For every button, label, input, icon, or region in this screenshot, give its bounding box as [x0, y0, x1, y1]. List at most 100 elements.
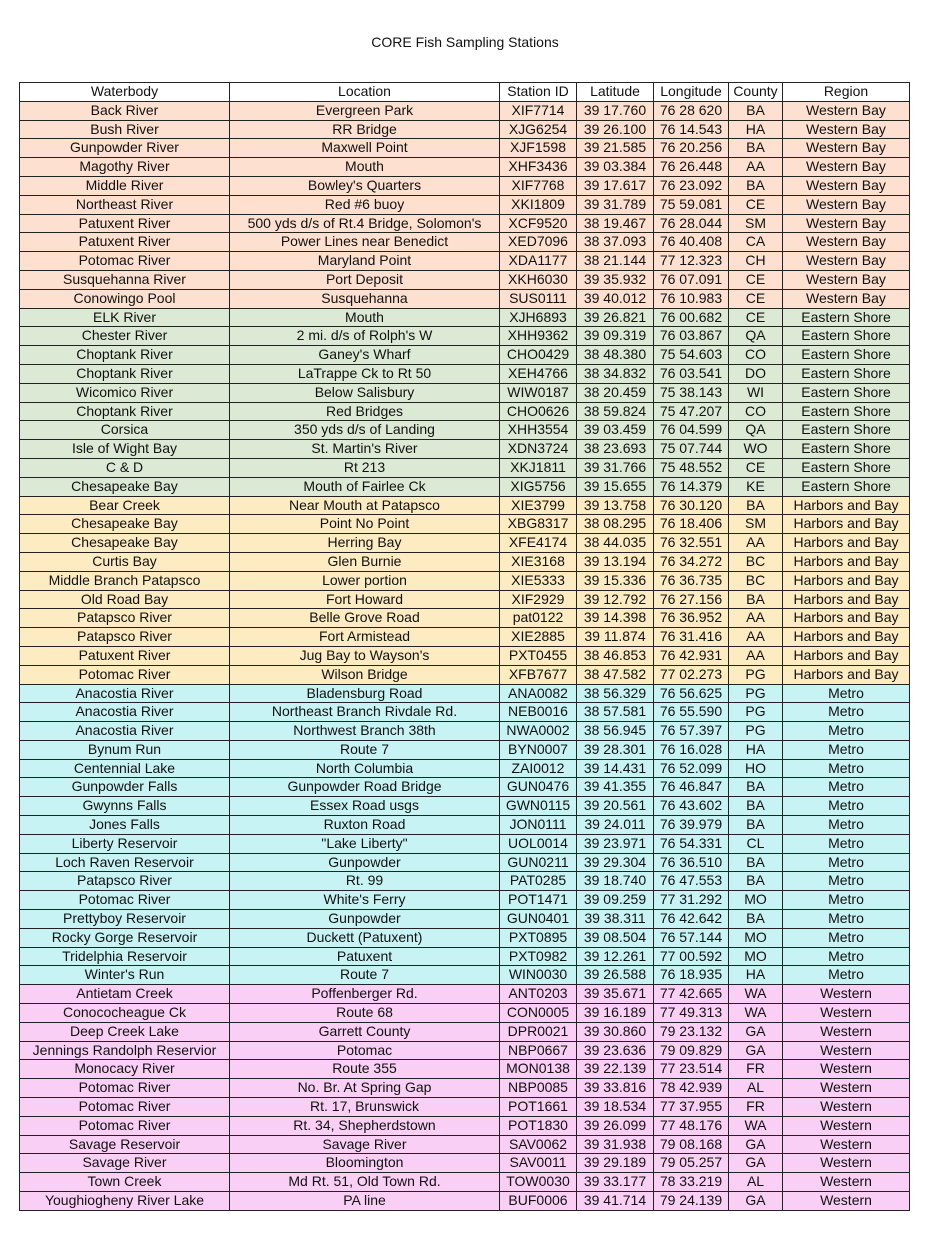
- location-cell: Gunpowder: [229, 852, 500, 873]
- location-cell: 2 mi. d/s of Rolph's W: [229, 326, 500, 347]
- table-row: Middle River Bowley's Quarters XIF7768 39 1…: [19, 175, 910, 196]
- station-id-cell: NBP0667: [499, 1040, 577, 1061]
- location-cell: Bladensburg Road: [229, 683, 500, 704]
- location-cell: Wilson Bridge: [229, 664, 500, 685]
- region-cell: Harbors and Bay: [782, 551, 910, 572]
- location-cell: North Columbia: [229, 758, 500, 779]
- longitude-cell: 79 08.168: [653, 1134, 729, 1155]
- station-id-cell: WIW0187: [499, 382, 577, 403]
- station-id-cell: DPR0021: [499, 1021, 577, 1042]
- longitude-cell: 76 03.867: [653, 326, 729, 347]
- waterbody-cell: Deep Creek Lake: [19, 1021, 230, 1042]
- location-cell: Mouth: [229, 307, 500, 328]
- county-cell: FR: [728, 1059, 783, 1080]
- table-row: Liberty Reservoir "Lake Liberty" UOL0014 39…: [19, 833, 910, 854]
- station-id-cell: PXT0455: [499, 645, 577, 666]
- latitude-cell: 39 14.398: [576, 608, 654, 629]
- station-id-cell: XHF3436: [499, 157, 577, 177]
- longitude-cell: 76 04.599: [653, 420, 729, 441]
- station-id-cell: SAV0011: [499, 1153, 577, 1174]
- table-row: Patapsco River Belle Grove Road pat0122 39 …: [19, 608, 910, 629]
- latitude-cell: 39 33.816: [576, 1078, 654, 1099]
- station-id-cell: XKJ1811: [499, 457, 577, 478]
- location-cell: White's Ferry: [229, 890, 500, 911]
- table-row: Bear Creek Near Mouth at Patapsco XIE3799 3…: [19, 495, 910, 516]
- table-row: Bynum Run Route 7 BYN0007 39 28.301 76 16.02…: [19, 739, 910, 760]
- table-row: Curtis Bay Glen Burnie XIE3168 39 13.194 76 …: [19, 551, 910, 572]
- waterbody-cell: Liberty Reservoir: [19, 833, 230, 854]
- table-row: Anacostia River Bladensburg Road ANA0082 38…: [19, 683, 910, 704]
- latitude-cell: 38 21.144: [576, 251, 654, 271]
- latitude-cell: 38 44.035: [576, 533, 654, 553]
- station-id-cell: BYN0007: [499, 739, 577, 760]
- county-cell: CE: [728, 194, 783, 215]
- station-id-cell: XBG8317: [499, 514, 577, 535]
- stations-table: Waterbody Location Station ID Latitude L…: [19, 82, 910, 1211]
- longitude-cell: 76 46.847: [653, 777, 729, 798]
- longitude-cell: 77 00.592: [653, 946, 729, 967]
- location-cell: Jug Bay to Wayson's: [229, 645, 500, 666]
- region-cell: Metro: [782, 852, 910, 873]
- table-row: Anacostia River Northwest Branch 38th NWA0…: [19, 721, 910, 741]
- station-id-cell: GUN0476: [499, 777, 577, 798]
- station-id-cell: XIE5333: [499, 570, 577, 591]
- table-row: Bush River RR Bridge XJG6254 39 26.100 76 14…: [19, 119, 910, 140]
- waterbody-cell: Jennings Randolph Reservior: [19, 1040, 230, 1061]
- region-cell: Metro: [782, 927, 910, 948]
- station-id-cell: POT1830: [499, 1115, 577, 1136]
- waterbody-cell: Bear Creek: [19, 495, 230, 516]
- county-cell: BA: [728, 777, 783, 798]
- longitude-cell: 77 37.955: [653, 1097, 729, 1117]
- station-id-cell: XKI1809: [499, 194, 577, 215]
- waterbody-cell: Anacostia River: [19, 683, 230, 704]
- county-cell: AA: [728, 627, 783, 647]
- latitude-cell: 38 48.380: [576, 345, 654, 365]
- region-cell: Western: [782, 1134, 910, 1155]
- county-cell: BA: [728, 815, 783, 835]
- latitude-cell: 39 29.189: [576, 1153, 654, 1174]
- station-id-cell: XJH6893: [499, 307, 577, 328]
- county-cell: HA: [728, 739, 783, 760]
- longitude-cell: 76 14.379: [653, 476, 729, 497]
- waterbody-cell: Savage Reservoir: [19, 1134, 230, 1155]
- longitude-cell: 76 03.541: [653, 363, 729, 384]
- region-cell: Western Bay: [782, 175, 910, 196]
- county-cell: BA: [728, 138, 783, 159]
- location-cell: Mouth: [229, 157, 500, 177]
- column-header-region: Region: [782, 82, 910, 102]
- waterbody-cell: Patuxent River: [19, 645, 230, 666]
- region-cell: Western Bay: [782, 119, 910, 140]
- region-cell: Western: [782, 1097, 910, 1117]
- waterbody-cell: Choptank River: [19, 363, 230, 384]
- location-cell: Savage River: [229, 1134, 500, 1155]
- latitude-cell: 39 17.617: [576, 175, 654, 196]
- region-cell: Metro: [782, 702, 910, 723]
- county-cell: WO: [728, 439, 783, 459]
- waterbody-cell: Potomac River: [19, 251, 230, 271]
- longitude-cell: 76 14.543: [653, 119, 729, 140]
- waterbody-cell: Susquehanna River: [19, 269, 230, 290]
- county-cell: GA: [728, 1191, 783, 1211]
- region-cell: Western: [782, 1059, 910, 1080]
- latitude-cell: 39 22.139: [576, 1059, 654, 1080]
- region-cell: Eastern Shore: [782, 401, 910, 422]
- latitude-cell: 39 18.534: [576, 1097, 654, 1117]
- latitude-cell: 39 09.319: [576, 326, 654, 347]
- longitude-cell: 79 05.257: [653, 1153, 729, 1174]
- waterbody-cell: Patuxent River: [19, 213, 230, 234]
- column-header-longitude: Longitude: [653, 82, 729, 102]
- station-id-cell: XJF1598: [499, 138, 577, 159]
- table-row: Susquehanna River Port Deposit XKH6030 39 3…: [19, 269, 910, 290]
- location-cell: Ruxton Road: [229, 815, 500, 835]
- county-cell: AA: [728, 645, 783, 666]
- column-header-location: Location: [229, 82, 500, 102]
- latitude-cell: 39 40.012: [576, 288, 654, 309]
- longitude-cell: 79 24.139: [653, 1191, 729, 1211]
- waterbody-cell: Corsica: [19, 420, 230, 441]
- waterbody-cell: ELK River: [19, 307, 230, 328]
- table-row: Gunpowder Falls Gunpowder Road Bridge GUN0…: [19, 777, 910, 798]
- table-row: Wicomico River Below Salisbury WIW0187 38 2…: [19, 382, 910, 403]
- waterbody-cell: Monocacy River: [19, 1059, 230, 1080]
- region-cell: Metro: [782, 965, 910, 986]
- longitude-cell: 77 12.323: [653, 251, 729, 271]
